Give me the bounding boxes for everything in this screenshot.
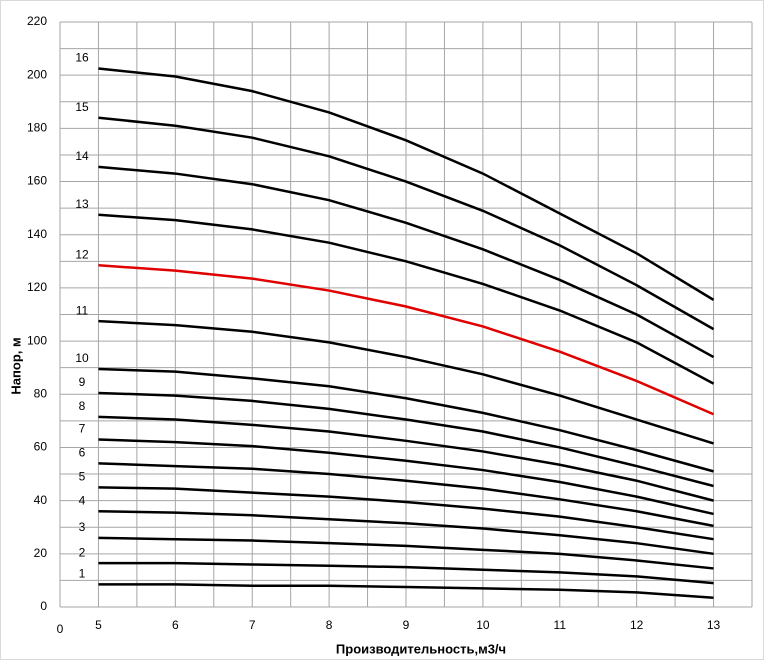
y-tick-label: 40 [34,493,48,507]
series-line [98,415,714,502]
x-tick-label: 5 [95,618,102,632]
series-line [98,213,715,385]
series-label: 14 [75,149,89,163]
series-line [98,561,714,585]
x-tick-label: 12 [630,618,644,632]
series-label: 16 [75,51,89,65]
y-tick-label: 0 [40,599,47,613]
y-tick-label: 100 [27,333,47,347]
series-label: 1 [79,567,86,581]
x-tick-label: 9 [403,618,410,632]
y-tick-label: 200 [27,67,47,81]
series-label: 13 [75,197,89,211]
x-tick-label: 6 [172,618,179,632]
y-tick-label: 20 [34,546,48,560]
series-label: 8 [79,399,86,413]
series-line [98,67,715,301]
series-line [98,264,715,416]
series-label: 10 [75,351,89,365]
series-label: 4 [79,493,86,507]
series-label: 15 [75,100,89,114]
series-label: 2 [79,545,86,559]
x-tick-label: 7 [249,618,256,632]
y-tick-label: 80 [34,386,48,400]
y-tick-label: 140 [27,227,47,241]
series-line [98,462,714,528]
y-axis-title: Напор, м [8,337,23,394]
x-tick-label: 13 [707,618,721,632]
series-label: 5 [79,470,86,484]
series-label: 3 [79,520,86,534]
x-tick-label: 8 [326,618,333,632]
x-tick-label: 11 [554,618,567,632]
series-line [98,319,714,445]
series-line [98,536,714,570]
series-line [98,583,714,599]
series-line [98,510,714,556]
x-axis-title: Производительность,м3/ч [336,641,506,656]
series-label: 7 [79,422,86,436]
y-tick-label: 60 [34,440,48,454]
y-tick-label: 180 [27,121,47,135]
series-line [98,116,715,331]
series-line [98,367,714,473]
series-line [98,165,715,359]
series-line [98,391,714,488]
y-tick-label: 120 [27,280,47,294]
y-tick-label: 160 [27,174,47,188]
y-tick-label: 220 [27,14,47,28]
series-label: 9 [79,375,86,389]
series-label: 11 [76,303,89,317]
series-label: 12 [75,247,89,261]
x-tick-label: 0 [57,622,64,636]
x-tick-label: 10 [476,618,490,632]
series-label: 6 [79,446,86,460]
series-line [98,486,714,541]
series-line [98,438,714,516]
